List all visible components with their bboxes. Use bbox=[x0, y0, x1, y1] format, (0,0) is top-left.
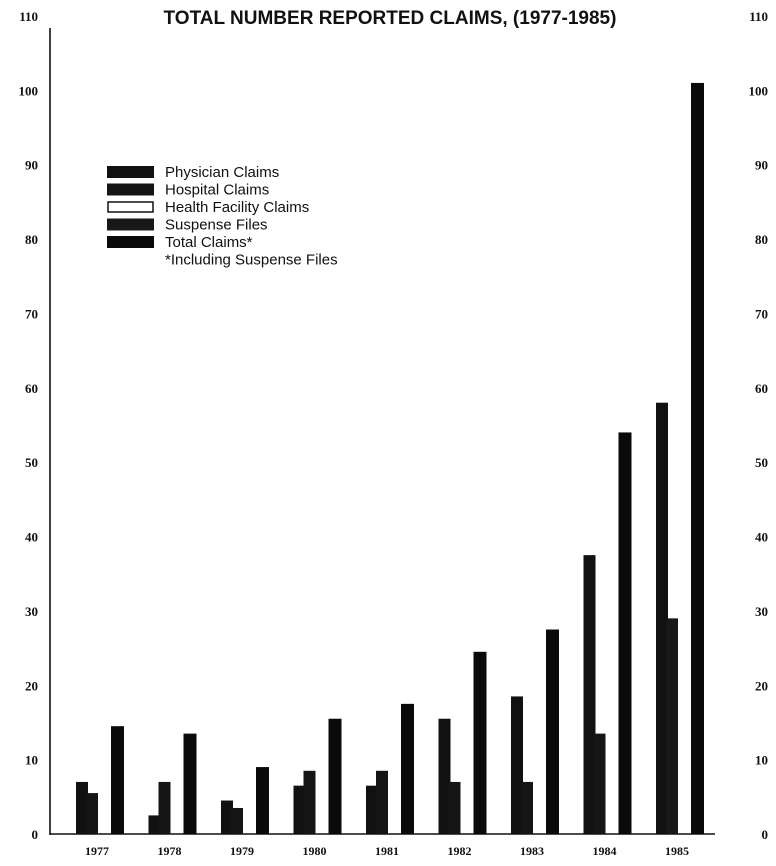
bar-physician-claims-1978 bbox=[148, 815, 161, 834]
y-tick-label: 100 bbox=[19, 83, 39, 98]
legend-label: Total Claims* bbox=[165, 234, 253, 251]
x-tick-label: 1984 bbox=[593, 844, 617, 858]
bar-physician-claims-1985 bbox=[656, 402, 668, 834]
right-tick-label: 50 bbox=[755, 455, 768, 470]
bar-total-claims-1979 bbox=[256, 767, 269, 834]
y-tick-label: 0 bbox=[32, 827, 39, 842]
bar-total-claims-1978 bbox=[183, 733, 197, 834]
x-axis-ticks: 1977 1978 1979 1980 1981 1982 1983 1984 1985 bbox=[85, 844, 689, 858]
right-tick-label: 30 bbox=[755, 604, 768, 619]
x-tick-label: 1983 bbox=[520, 844, 544, 858]
bar-suspense-files-1985 bbox=[666, 618, 678, 834]
y-tick-label: 70 bbox=[25, 306, 38, 321]
bar-total-claims-1981 bbox=[401, 703, 414, 834]
x-tick-label: 1981 bbox=[375, 844, 399, 858]
right-tick-label: 80 bbox=[755, 232, 768, 247]
y-tick-label: 20 bbox=[25, 678, 38, 693]
y-tick-label: 50 bbox=[25, 455, 38, 470]
bar-hospital-claims-1979 bbox=[231, 807, 243, 834]
y-tick-label: 60 bbox=[25, 381, 38, 396]
bar-hospital-claims-1977 bbox=[86, 793, 98, 834]
bar-total-claims-1984 bbox=[618, 432, 632, 834]
legend-label: Suspense Files bbox=[165, 217, 268, 234]
bar-physician-claims-1980 bbox=[293, 785, 306, 834]
bar-hospital-claims-1978 bbox=[158, 781, 171, 834]
x-tick-label: 1979 bbox=[230, 844, 254, 858]
right-tick-label: 110 bbox=[749, 9, 768, 24]
right-tick-label: 70 bbox=[755, 306, 768, 321]
x-tick-label: 1982 bbox=[448, 844, 472, 858]
bar-total-claims-1977 bbox=[111, 726, 124, 834]
right-tick-label: 100 bbox=[749, 83, 769, 98]
bar-hospital-claims-1982 bbox=[448, 781, 461, 834]
legend-label: Health Facility Claims bbox=[165, 199, 309, 216]
y-tick-label: 80 bbox=[25, 232, 38, 247]
legend-label: Physician Claims bbox=[165, 164, 279, 181]
legend-footnote: *Including Suspense Files bbox=[165, 252, 338, 269]
legend-label: Hospital Claims bbox=[165, 182, 269, 199]
legend-swatch bbox=[107, 166, 154, 178]
legend-swatch bbox=[107, 201, 154, 213]
x-tick-label: 1977 bbox=[85, 844, 109, 858]
bar-physician-claims-1982 bbox=[438, 718, 451, 834]
bar-physician-claims-1979 bbox=[221, 800, 233, 834]
bar-total-claims-1980 bbox=[328, 718, 342, 834]
bar-physician-claims-1983 bbox=[511, 696, 523, 834]
bar-physician-claims-1984 bbox=[583, 555, 596, 834]
bar-physician-claims-1981 bbox=[366, 785, 378, 834]
y-tick-label: 40 bbox=[25, 530, 38, 545]
y-tick-label: 10 bbox=[25, 753, 38, 768]
bars-group bbox=[76, 82, 704, 835]
bar-physician-claims-1977 bbox=[76, 781, 88, 834]
bar-total-claims-1983 bbox=[546, 629, 559, 834]
legend-swatch bbox=[107, 183, 154, 196]
right-tick-label: 60 bbox=[755, 381, 768, 396]
y-axis-ticks: 0 10 20 30 40 50 60 70 80 90 100 110 bbox=[19, 9, 39, 842]
bar-hospital-claims-1980 bbox=[303, 770, 316, 834]
y-tick-label: 90 bbox=[25, 158, 38, 173]
right-tick-label: 40 bbox=[755, 530, 768, 545]
bar-hospital-claims-1981 bbox=[376, 770, 388, 834]
bar-total-claims-1982 bbox=[473, 651, 487, 834]
bar-hospital-claims-1983 bbox=[521, 781, 533, 834]
right-axis-ticks: 0 10 20 30 40 50 60 70 80 90 100 110 bbox=[749, 9, 769, 842]
legend-swatch bbox=[107, 218, 154, 231]
bar-total-claims-1985 bbox=[691, 82, 704, 835]
y-tick-label: 30 bbox=[25, 604, 38, 619]
right-tick-label: 10 bbox=[755, 753, 768, 768]
x-tick-label: 1978 bbox=[158, 844, 182, 858]
x-tick-label: 1980 bbox=[303, 844, 327, 858]
chart-title: TOTAL NUMBER REPORTED CLAIMS, (1977-1985… bbox=[164, 8, 617, 29]
x-tick-label: 1985 bbox=[665, 844, 689, 858]
right-tick-label: 20 bbox=[755, 678, 768, 693]
right-tick-label: 90 bbox=[755, 158, 768, 173]
y-tick-label: 110 bbox=[19, 9, 38, 24]
bar-hospital-claims-1984 bbox=[593, 733, 606, 834]
legend-swatch bbox=[107, 236, 154, 248]
right-tick-label: 0 bbox=[762, 827, 769, 842]
